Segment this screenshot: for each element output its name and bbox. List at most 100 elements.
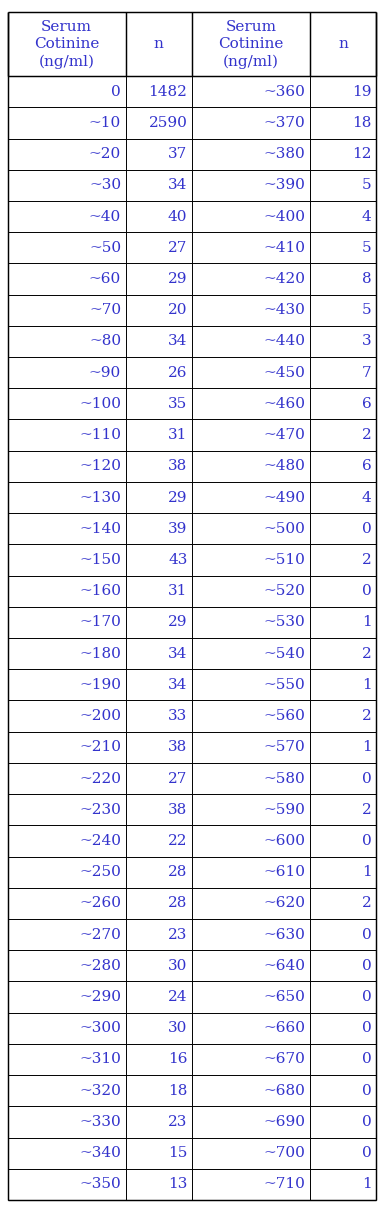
Text: 0: 0 (362, 584, 372, 598)
Text: 0: 0 (362, 990, 372, 1005)
Text: ~540: ~540 (263, 646, 305, 661)
Text: ~430: ~430 (263, 303, 305, 317)
Text: 30: 30 (168, 1021, 187, 1035)
Text: ~30: ~30 (89, 178, 121, 192)
Text: ~470: ~470 (263, 428, 305, 443)
Text: ~690: ~690 (263, 1114, 305, 1129)
Text: ~630: ~630 (263, 927, 305, 942)
Text: 7: 7 (362, 365, 372, 380)
Text: 18: 18 (168, 1084, 187, 1097)
Text: ~130: ~130 (79, 491, 121, 504)
Text: 2590: 2590 (149, 116, 187, 130)
Text: 2: 2 (362, 428, 372, 443)
Text: ~40: ~40 (89, 210, 121, 223)
Text: 0: 0 (111, 84, 121, 99)
Text: 30: 30 (168, 959, 187, 973)
Text: ~660: ~660 (263, 1021, 305, 1035)
Text: 28: 28 (168, 865, 187, 879)
Text: ~70: ~70 (89, 303, 121, 317)
Text: ~290: ~290 (79, 990, 121, 1005)
Text: ~100: ~100 (79, 397, 121, 411)
Text: ~270: ~270 (79, 927, 121, 942)
Text: 38: 38 (168, 740, 187, 754)
Text: ~560: ~560 (263, 709, 305, 724)
Text: ~10: ~10 (89, 116, 121, 130)
Text: 13: 13 (168, 1177, 187, 1192)
Text: ~520: ~520 (263, 584, 305, 598)
Text: n: n (154, 37, 164, 51)
Text: 20: 20 (168, 303, 187, 317)
Text: ~200: ~200 (79, 709, 121, 724)
Text: 29: 29 (168, 491, 187, 504)
Text: ~220: ~220 (79, 772, 121, 785)
Text: ~530: ~530 (263, 615, 305, 630)
Text: ~320: ~320 (79, 1084, 121, 1097)
Text: 19: 19 (352, 84, 372, 99)
Text: 5: 5 (362, 178, 372, 192)
Text: 2: 2 (362, 709, 372, 724)
Text: ~370: ~370 (263, 116, 305, 130)
Text: ~610: ~610 (263, 865, 305, 879)
Text: 37: 37 (168, 147, 187, 162)
Text: ~150: ~150 (79, 554, 121, 567)
Text: ~440: ~440 (263, 334, 305, 349)
Text: 0: 0 (362, 772, 372, 785)
Text: 31: 31 (168, 428, 187, 443)
Text: ~300: ~300 (79, 1021, 121, 1035)
Text: ~600: ~600 (263, 835, 305, 848)
Text: ~50: ~50 (89, 241, 121, 254)
Text: ~640: ~640 (263, 959, 305, 973)
Text: 1: 1 (362, 865, 372, 879)
Text: 29: 29 (168, 615, 187, 630)
Text: 0: 0 (362, 1084, 372, 1097)
Text: 5: 5 (362, 241, 372, 254)
Text: 35: 35 (168, 397, 187, 411)
Text: ~390: ~390 (263, 178, 305, 192)
Text: ~380: ~380 (263, 147, 305, 162)
Text: ~110: ~110 (79, 428, 121, 443)
Text: ~20: ~20 (89, 147, 121, 162)
Text: ~310: ~310 (79, 1053, 121, 1066)
Text: 0: 0 (362, 959, 372, 973)
Text: ~350: ~350 (79, 1177, 121, 1192)
Text: 1: 1 (362, 740, 372, 754)
Text: 5: 5 (362, 303, 372, 317)
Text: ~490: ~490 (263, 491, 305, 504)
Text: ~550: ~550 (263, 678, 305, 692)
Text: ~500: ~500 (263, 522, 305, 535)
Text: 0: 0 (362, 1114, 372, 1129)
Text: 15: 15 (168, 1146, 187, 1160)
Text: 38: 38 (168, 459, 187, 473)
Text: ~450: ~450 (263, 365, 305, 380)
Text: 2: 2 (362, 803, 372, 816)
Text: ~510: ~510 (263, 554, 305, 567)
Text: ~460: ~460 (263, 397, 305, 411)
Text: 6: 6 (362, 397, 372, 411)
Text: ~400: ~400 (263, 210, 305, 223)
Text: ~650: ~650 (263, 990, 305, 1005)
Text: 34: 34 (168, 646, 187, 661)
Text: 23: 23 (168, 1114, 187, 1129)
Text: 34: 34 (168, 178, 187, 192)
Text: 0: 0 (362, 927, 372, 942)
Text: 31: 31 (168, 584, 187, 598)
Text: ~580: ~580 (263, 772, 305, 785)
Text: ~340: ~340 (79, 1146, 121, 1160)
Text: 23: 23 (168, 927, 187, 942)
Text: 27: 27 (168, 772, 187, 785)
Text: 2: 2 (362, 646, 372, 661)
Text: ~700: ~700 (263, 1146, 305, 1160)
Text: 0: 0 (362, 1146, 372, 1160)
Text: ~210: ~210 (79, 740, 121, 754)
Text: ~620: ~620 (263, 896, 305, 911)
Text: ~480: ~480 (263, 459, 305, 473)
Text: 22: 22 (168, 835, 187, 848)
Text: 12: 12 (352, 147, 372, 162)
Text: ~250: ~250 (79, 865, 121, 879)
Text: 43: 43 (168, 554, 187, 567)
Text: Serum
Cotinine
(ng/ml): Serum Cotinine (ng/ml) (34, 19, 99, 69)
Text: 29: 29 (168, 273, 187, 286)
Text: ~670: ~670 (263, 1053, 305, 1066)
Text: 0: 0 (362, 1053, 372, 1066)
Text: 1: 1 (362, 678, 372, 692)
